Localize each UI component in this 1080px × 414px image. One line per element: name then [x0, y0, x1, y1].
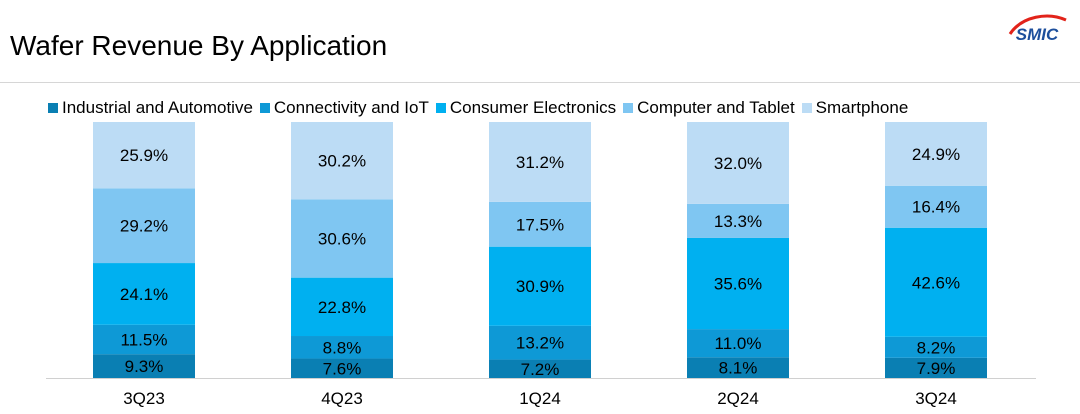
bar-segment-consumer-electronics-3q24: [885, 227, 987, 337]
bar-segment-industrial-and-automotive-3q24: [885, 357, 987, 378]
data-label-industrial-and-automotive-3q23: 9.3%: [125, 357, 164, 376]
bar-segment-connectivity-and-iot-2q24: [687, 329, 789, 358]
data-label-consumer-electronics-2q24: 35.6%: [714, 275, 762, 294]
bar-segment-smartphone-3q23: [93, 122, 195, 189]
legend-swatch: [48, 103, 58, 113]
bar-segment-computer-and-tablet-3q23: [93, 188, 195, 264]
legend-item-computer-and-tablet: Computer and Tablet: [623, 98, 795, 118]
data-label-computer-and-tablet-3q23: 29.2%: [120, 217, 168, 236]
data-label-connectivity-and-iot-2q24: 11.0%: [715, 334, 762, 353]
data-label-industrial-and-automotive-4q23: 7.6%: [323, 359, 362, 378]
data-label-industrial-and-automotive-1q24: 7.2%: [521, 360, 560, 379]
legend-item-industrial-and-automotive: Industrial and Automotive: [48, 98, 253, 118]
data-label-consumer-electronics-1q24: 30.9%: [516, 277, 564, 296]
data-label-smartphone-3q23: 25.9%: [120, 146, 168, 165]
bar-segment-connectivity-and-iot-4q23: [291, 336, 393, 359]
bar-segment-smartphone-3q24: [885, 122, 987, 186]
bar-segment-connectivity-and-iot-3q24: [885, 336, 987, 358]
data-label-smartphone-1q24: 31.2%: [516, 153, 564, 172]
data-label-connectivity-and-iot-3q24: 8.2%: [917, 338, 956, 357]
legend-label: Consumer Electronics: [449, 98, 617, 117]
legend-swatch: [623, 103, 634, 113]
legend-swatch: [259, 103, 270, 113]
x-tick-label-2q24: 2Q24: [717, 389, 759, 408]
x-tick-label-1q24: 1Q24: [519, 389, 561, 408]
bar-segment-consumer-electronics-3q23: [93, 263, 195, 325]
bar-segment-computer-and-tablet-2q24: [687, 203, 789, 238]
legend-item-connectivity-and-iot: Connectivity and IoT: [259, 98, 429, 118]
data-label-industrial-and-automotive-3q24: 7.9%: [917, 359, 956, 378]
bar-segment-smartphone-1q24: [489, 122, 591, 202]
data-label-industrial-and-automotive-2q24: 8.1%: [719, 359, 758, 378]
data-label-computer-and-tablet-2q24: 13.3%: [714, 212, 762, 231]
bar-segment-connectivity-and-iot-1q24: [489, 325, 591, 360]
smic-logo: SMIC: [1008, 14, 1067, 44]
bar-segment-computer-and-tablet-3q24: [885, 185, 987, 228]
x-tick-label-4q23: 4Q23: [321, 389, 363, 408]
data-label-smartphone-2q24: 32.0%: [714, 154, 762, 173]
chart-legend: Industrial and Automotive Connectivity an…: [48, 96, 915, 120]
bar-segment-smartphone-2q24: [687, 122, 789, 204]
bar-segment-industrial-and-automotive-2q24: [687, 357, 789, 378]
bar-segment-computer-and-tablet-4q23: [291, 199, 393, 278]
legend-item-smartphone: Smartphone: [801, 98, 909, 118]
data-label-connectivity-and-iot-1q24: 13.2%: [516, 334, 564, 353]
legend-swatch: [435, 103, 446, 113]
legend-swatch: [801, 103, 812, 113]
x-tick-label-3q23: 3Q23: [123, 389, 165, 408]
logo-text: SMIC: [1016, 25, 1059, 44]
legend-label: Smartphone: [815, 98, 909, 117]
bar-segment-consumer-electronics-4q23: [291, 277, 393, 337]
legend-label: Industrial and Automotive: [62, 98, 253, 117]
data-label-smartphone-3q24: 24.9%: [912, 145, 960, 164]
data-label-consumer-electronics-3q23: 24.1%: [120, 285, 168, 304]
x-tick-label-3q24: 3Q24: [915, 389, 957, 408]
data-label-smartphone-4q23: 30.2%: [318, 152, 366, 171]
bar-segment-computer-and-tablet-1q24: [489, 201, 591, 247]
data-label-consumer-electronics-3q24: 42.6%: [912, 273, 960, 292]
bar-segment-industrial-and-automotive-4q23: [291, 358, 393, 378]
data-label-consumer-electronics-4q23: 22.8%: [318, 298, 366, 317]
data-label-computer-and-tablet-1q24: 17.5%: [516, 215, 564, 234]
title-divider: [0, 82, 1080, 83]
bar-segment-consumer-electronics-1q24: [489, 246, 591, 326]
legend-item-consumer-electronics: Consumer Electronics: [435, 98, 617, 118]
data-label-connectivity-and-iot-3q23: 11.5%: [121, 330, 168, 349]
data-label-computer-and-tablet-4q23: 30.6%: [318, 229, 366, 248]
bar-segment-industrial-and-automotive-1q24: [489, 359, 591, 378]
data-label-connectivity-and-iot-4q23: 8.8%: [323, 338, 362, 357]
data-label-computer-and-tablet-3q24: 16.4%: [912, 198, 960, 217]
legend-label: Connectivity and IoT: [273, 98, 429, 117]
page-title: Wafer Revenue By Application: [10, 30, 388, 61]
bar-segment-connectivity-and-iot-3q23: [93, 324, 195, 355]
bar-segment-industrial-and-automotive-3q23: [93, 354, 195, 378]
bar-segment-consumer-electronics-2q24: [687, 237, 789, 330]
bar-segment-smartphone-4q23: [291, 122, 393, 200]
legend-label: Computer and Tablet: [637, 98, 795, 117]
